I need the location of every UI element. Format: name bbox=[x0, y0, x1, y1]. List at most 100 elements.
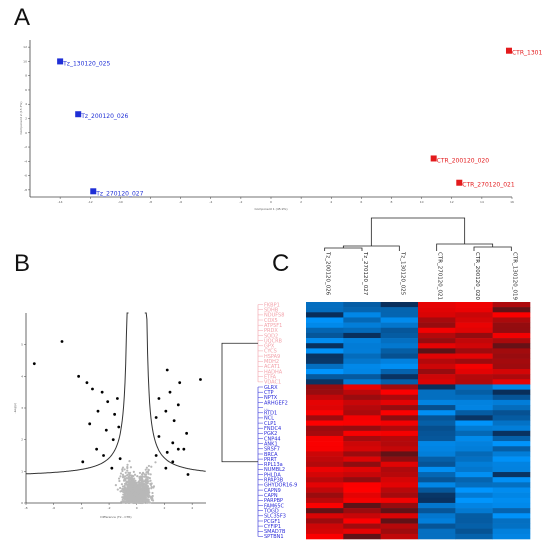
heatmap-row-label: SOD2 bbox=[264, 333, 278, 339]
heatmap-cell bbox=[492, 353, 531, 359]
heatmap-cell bbox=[455, 405, 493, 411]
volcano-point-significant bbox=[104, 428, 108, 432]
volcano-point-ns bbox=[132, 500, 135, 503]
volcano-point-ns bbox=[140, 473, 144, 476]
volcano-point-ns bbox=[136, 500, 139, 503]
heatmap-column-label: Tz_200120_026 bbox=[325, 251, 331, 296]
heatmap-cell bbox=[418, 523, 456, 529]
volcano-point-significant bbox=[176, 403, 180, 407]
heatmap-cell bbox=[380, 302, 419, 308]
heatmap-cell bbox=[343, 518, 381, 524]
heatmap-cell bbox=[455, 430, 493, 437]
volcano-point-significant bbox=[100, 390, 104, 394]
volcano-point-ns bbox=[119, 472, 123, 475]
heatmap-cell bbox=[418, 322, 456, 329]
heatmap-cell bbox=[418, 348, 456, 354]
heatmap-cell bbox=[306, 456, 344, 463]
heatmap-row-label: RPAP3B bbox=[264, 478, 284, 484]
heatmap-cell bbox=[455, 518, 493, 524]
heatmap-row-label: CLP1 bbox=[264, 421, 276, 427]
heatmap-cell bbox=[492, 523, 531, 529]
pca-x-tick-label: 2 bbox=[300, 200, 302, 204]
heatmap-cell bbox=[343, 368, 381, 375]
heatmap-cell bbox=[306, 528, 344, 535]
pca-x-tick-label: -6 bbox=[179, 200, 182, 204]
heatmap-cell bbox=[418, 425, 456, 432]
heatmap-cell bbox=[380, 327, 419, 334]
volcano-point-significant bbox=[165, 450, 169, 454]
pca-y-tick-label: 10 bbox=[23, 59, 27, 63]
heatmap-cell bbox=[418, 358, 456, 365]
heatmap-cell bbox=[455, 533, 493, 540]
volcano-point-significant bbox=[164, 466, 168, 470]
pca-x-tick-label: 4 bbox=[330, 200, 332, 204]
heatmap-cell bbox=[380, 348, 419, 354]
volcano-point-significant bbox=[168, 390, 172, 394]
volcano-point-ns bbox=[130, 477, 134, 480]
volcano-point-ns bbox=[150, 496, 154, 499]
volcano-point-significant bbox=[115, 397, 119, 400]
heatmap-cell bbox=[492, 446, 531, 452]
heatmap-cell bbox=[455, 523, 493, 529]
heatmap-cell bbox=[343, 399, 381, 406]
heatmap-cell bbox=[418, 317, 456, 323]
pca-point-label: CTR_200120_020 bbox=[437, 157, 490, 164]
heatmap-cell bbox=[492, 358, 531, 365]
heatmap-cell bbox=[418, 405, 456, 411]
volcano-point-ns bbox=[114, 484, 117, 487]
heatmap-cell bbox=[343, 420, 381, 426]
volcano-point-ns bbox=[137, 487, 140, 491]
heatmap-cell bbox=[455, 410, 493, 416]
heatmap-cell bbox=[492, 389, 531, 396]
heatmap-cell bbox=[455, 353, 493, 359]
heatmap-cell bbox=[492, 461, 531, 468]
heatmap-cell bbox=[343, 477, 381, 483]
heatmap-cell bbox=[418, 441, 456, 447]
heatmap-row-label: ANK1 bbox=[264, 442, 278, 448]
heatmap-cell bbox=[492, 430, 531, 437]
volcano-point-ns bbox=[133, 473, 137, 476]
heatmap-cell bbox=[306, 343, 344, 349]
pca-y-tick-label: -6 bbox=[24, 174, 27, 178]
volcano-point-ns bbox=[121, 485, 125, 488]
heatmap-cell bbox=[306, 472, 344, 478]
heatmap-cell bbox=[455, 420, 493, 426]
heatmap-cell bbox=[455, 487, 493, 493]
heatmap-cell bbox=[418, 389, 456, 396]
heatmap-cell bbox=[492, 312, 531, 318]
heatmap-cell bbox=[418, 399, 456, 406]
pca-x-tick-label: -4 bbox=[209, 200, 212, 204]
heatmap-cell bbox=[418, 492, 456, 499]
heatmap-cell bbox=[418, 312, 456, 318]
heatmap-cell bbox=[343, 513, 381, 519]
volcano-point-ns bbox=[140, 498, 143, 501]
heatmap-cell bbox=[418, 477, 456, 483]
heatmap-cell bbox=[455, 472, 493, 478]
pca-x-tick-label: 8 bbox=[391, 200, 393, 204]
dendrogram-link bbox=[370, 217, 466, 246]
heatmap-cell bbox=[455, 317, 493, 323]
heatmap-cell bbox=[306, 389, 344, 396]
heatmap-cell bbox=[306, 420, 344, 426]
heatmap-row-label: SDHB bbox=[264, 308, 279, 314]
heatmap-row-label: PRRT bbox=[264, 457, 278, 463]
heatmap-cell bbox=[455, 456, 493, 463]
heatmap-cell bbox=[492, 492, 531, 499]
pca-y-label: Component 2 (15.7%) bbox=[19, 101, 23, 134]
pca-y-tick-label: 6 bbox=[25, 88, 27, 92]
heatmap-cell bbox=[306, 446, 344, 452]
heatmap-cell bbox=[306, 497, 344, 504]
heatmap-cell bbox=[492, 368, 531, 375]
volcano-point-ns bbox=[130, 474, 134, 477]
heatmap-row-label: SPTBN1 bbox=[264, 534, 284, 540]
heatmap-row-label: FNDC4 bbox=[264, 426, 281, 432]
heatmap-cell bbox=[455, 415, 493, 421]
volcano-point-ns bbox=[132, 483, 136, 486]
volcano-point-ns bbox=[138, 479, 142, 482]
pca-point bbox=[430, 155, 437, 162]
volcano-point-ns bbox=[146, 478, 149, 481]
heatmap-row-label: NUMBL2 bbox=[264, 467, 285, 473]
volcano-point-ns bbox=[129, 496, 132, 499]
volcano-x-tick-label: -8 bbox=[25, 506, 28, 510]
volcano-point-ns bbox=[129, 492, 133, 495]
